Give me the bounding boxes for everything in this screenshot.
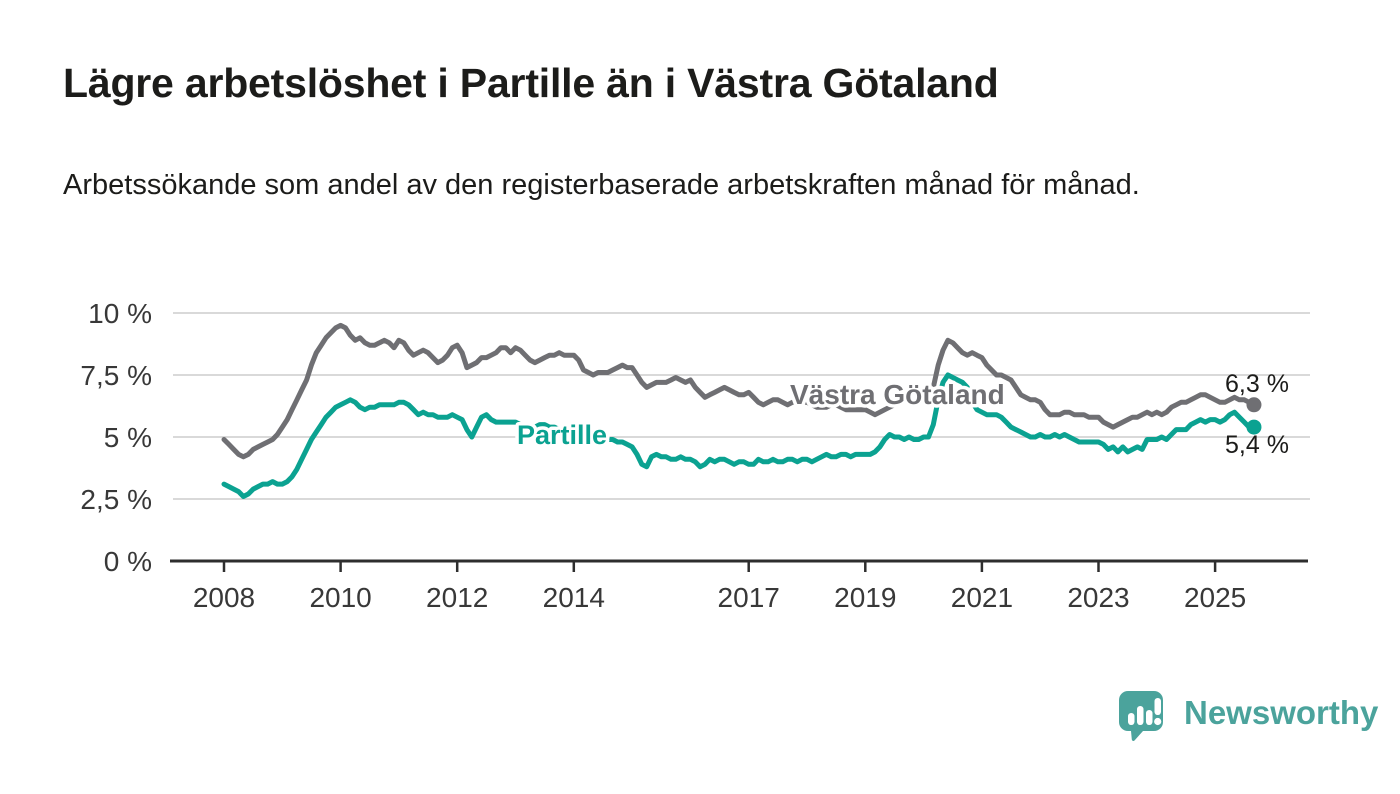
series-end-dot <box>1246 397 1262 413</box>
y-axis-tick-label: 7,5 % <box>80 360 152 391</box>
bar-1 <box>1128 713 1135 725</box>
exclamation-dot <box>1154 717 1162 726</box>
x-axis-tick-label: 2008 <box>193 582 255 613</box>
newsworthy-logo: Newsworthy <box>1117 689 1378 741</box>
bar-2 <box>1137 706 1144 725</box>
series-line-partille <box>221 372 1257 499</box>
y-axis-tick-label: 0 % <box>104 546 152 577</box>
exclamation-bar <box>1154 698 1161 715</box>
x-axis-tick-label: 2014 <box>543 582 605 613</box>
x-axis-tick-label: 2023 <box>1067 582 1129 613</box>
x-axis-tick-label: 2017 <box>718 582 780 613</box>
y-axis-tick-label: 10 % <box>88 298 152 329</box>
series-label-partille: Partille <box>517 420 607 450</box>
y-axis-tick-label: 5 % <box>104 422 152 453</box>
y-axis-tick-label: 2,5 % <box>80 484 152 515</box>
series-end-value-label: 6,3 % <box>1225 370 1289 398</box>
series-end-dot <box>1246 419 1262 435</box>
x-axis-tick-label: 2025 <box>1184 582 1246 613</box>
chart-title: Lägre arbetslöshet i Partille än i Västr… <box>63 60 999 106</box>
x-axis-tick-label: 2010 <box>309 582 371 613</box>
x-axis-tick-label: 2012 <box>426 582 488 613</box>
series-end-value-label: 5,4 % <box>1225 431 1289 459</box>
newsworthy-logo-text: Newsworthy <box>1184 694 1379 731</box>
x-axis-tick-label: 2021 <box>951 582 1013 613</box>
series-line-v-stra-g-taland <box>221 322 1257 460</box>
series-label-v-stra-g-taland: Västra Götaland <box>790 379 1005 410</box>
x-axis-tick-label: 2019 <box>834 582 896 613</box>
chart-subtitle: Arbetssökande som andel av den registerb… <box>63 169 1140 201</box>
newsworthy-bubble-chart-icon <box>1119 691 1163 741</box>
bar-3 <box>1146 710 1153 725</box>
